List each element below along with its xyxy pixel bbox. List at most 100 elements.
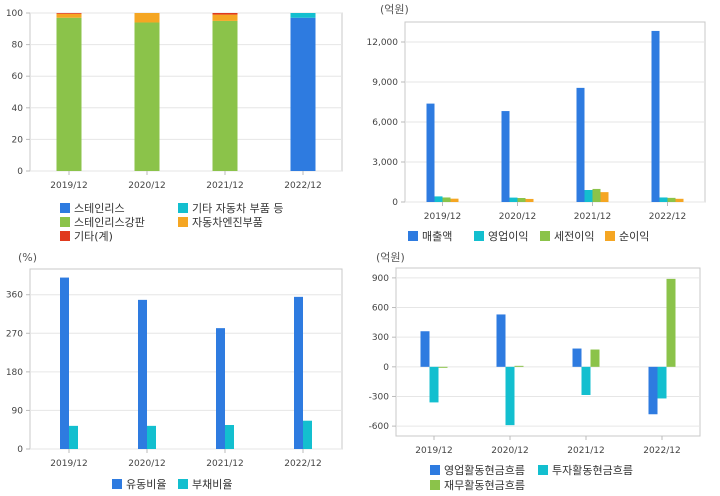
bar — [450, 198, 459, 202]
x-tick-label: 2022/12 — [643, 446, 680, 456]
bars — [56, 13, 316, 172]
bar — [509, 197, 518, 202]
y-tick-label: 3,000 — [372, 158, 398, 168]
legend-swatch — [178, 203, 188, 213]
y-tick-label: 0 — [383, 363, 389, 373]
bar — [147, 425, 156, 449]
bar — [592, 188, 601, 202]
legend-item: 자동차엔진부품 — [178, 214, 263, 230]
bar — [56, 17, 82, 171]
legend-item: 유동비율 — [112, 476, 166, 492]
bar — [648, 366, 658, 415]
legend-label: 부채비율 — [192, 478, 233, 491]
legend-item: 영업활동현금흐름 — [430, 462, 525, 478]
bar — [514, 365, 524, 367]
legend-swatch — [178, 217, 188, 227]
y-tick-label: 600 — [372, 304, 389, 314]
y-tick-label: 300 — [372, 333, 389, 343]
y-tick-label: 100 — [6, 9, 23, 19]
bar — [517, 198, 526, 202]
x-tick-label: 2021/12 — [567, 446, 604, 456]
bars — [60, 277, 312, 449]
x-tick-label: 2019/12 — [50, 459, 87, 469]
bar — [426, 103, 435, 202]
bar — [525, 198, 534, 202]
legend-swatch — [474, 231, 484, 241]
bar — [134, 22, 160, 172]
legend-swatch — [540, 231, 550, 241]
legend-item: 기타 자동차 부품 등 — [178, 200, 283, 216]
legend-swatch — [430, 465, 440, 475]
y-tick-labels: 0 90 180 270 360 — [6, 291, 23, 455]
bars — [420, 278, 676, 426]
legend-swatch — [60, 231, 70, 241]
y-tick-label: 900 — [372, 274, 389, 284]
y-tick-label: 270 — [6, 329, 23, 339]
legend-label: 자동차엔진부품 — [192, 216, 263, 229]
ratio-legend: 유동비율 부채비율 — [0, 476, 360, 494]
bar — [666, 278, 676, 367]
legend-swatch — [408, 231, 418, 241]
bar — [576, 87, 585, 202]
legend-label: 스테인리스강판 — [74, 216, 145, 229]
legend-item: 매출액 — [408, 228, 452, 244]
y-tick-label: 6,000 — [372, 118, 398, 128]
bar — [438, 366, 448, 368]
composition-legend: 스테인리스 기타 자동차 부품 등 스테인리스강판 자동차엔진부품 기타(계) — [0, 196, 360, 246]
legend-swatch — [178, 479, 188, 489]
income-legend: 매출액 영업이익 세전이익 순이익 — [360, 228, 720, 246]
bar — [501, 111, 510, 202]
y-tick-labels: 0 20 40 60 80 100 — [6, 9, 23, 177]
x-tick-label: 2022/12 — [649, 212, 686, 222]
legend-item: 스테인리스강판 — [60, 214, 145, 230]
unit-label: (억원) — [380, 3, 409, 16]
legend-swatch — [605, 231, 615, 241]
composition-chart: 0 20 40 60 80 100 2019/12 2020/12 2021/12 2022/1… — [6, 9, 343, 191]
legend-label: 유동비율 — [126, 478, 167, 491]
cashflow-legend: 영업활동현금흐름 투자활동현금흐름 재무활동현금흐름 — [360, 460, 720, 494]
x-tick-label: 2022/12 — [284, 459, 321, 469]
legend-label: 순이익 — [619, 230, 650, 243]
legend-item: 세전이익 — [540, 228, 594, 244]
bar — [290, 17, 316, 171]
y-tick-label: 40 — [12, 104, 24, 114]
x-tick-label: 2019/12 — [424, 212, 461, 222]
bar — [572, 348, 582, 367]
bar — [216, 328, 225, 449]
legend-item: 부채비율 — [178, 476, 232, 492]
y-grid — [26, 294, 342, 450]
bar — [659, 197, 668, 202]
bar — [69, 425, 78, 449]
legend-label: 재무활동현금흐름 — [444, 479, 525, 492]
legend-swatch — [60, 203, 70, 213]
legend-item: 순이익 — [605, 228, 649, 244]
bar — [60, 277, 69, 449]
legend-label: 세전이익 — [554, 230, 595, 243]
bar — [303, 420, 312, 449]
x-tick-label: 2021/12 — [574, 212, 611, 222]
y-tick-labels: 0 3,000 6,000 9,000 12,000 — [367, 38, 399, 208]
x-tick-labels: 2019/12 2020/12 2021/12 2022/12 — [424, 202, 686, 222]
y-tick-label: 9,000 — [372, 78, 398, 88]
bar — [212, 13, 238, 15]
y-tick-label: 360 — [6, 291, 23, 301]
legend-label: 투자활동현금흐름 — [552, 464, 633, 477]
x-tick-labels: 2019/12 2020/12 2021/12 2022/12 — [415, 436, 681, 456]
plot-frame — [404, 21, 706, 203]
bar — [590, 349, 600, 367]
y-tick-label: 0 — [17, 167, 23, 177]
legend-swatch — [430, 480, 440, 490]
y-grid — [26, 12, 342, 172]
y-tick-label: 60 — [12, 72, 24, 82]
x-tick-label: 2021/12 — [206, 459, 243, 469]
legend-item: 투자활동현금흐름 — [538, 462, 633, 478]
y-tick-label: -300 — [369, 392, 390, 402]
bar — [600, 192, 609, 202]
x-tick-label: 2022/12 — [284, 181, 321, 191]
unit-label: (억원) — [376, 251, 405, 264]
legend-label: 영업이익 — [488, 230, 529, 243]
bar — [667, 197, 676, 202]
y-tick-label: 90 — [12, 406, 24, 416]
